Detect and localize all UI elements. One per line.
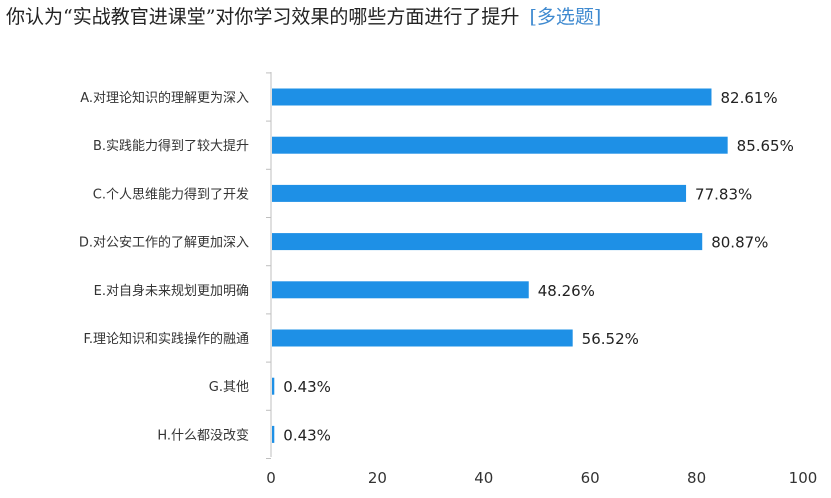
category-label: F.理论知识和实践操作的融通 <box>83 331 249 347</box>
value-label: 0.43% <box>283 426 331 444</box>
category-label: C.个人思维能力得到了开发 <box>93 186 249 202</box>
bar <box>272 377 275 395</box>
question-title: 你认为“实战教官进课堂”对你学习效果的哪些方面进行了提升 [多选题] <box>6 2 601 29</box>
value-label: 48.26% <box>538 282 595 300</box>
x-tick-label: 60 <box>581 469 600 487</box>
value-label: 85.65% <box>737 137 794 155</box>
value-label: 80.87% <box>711 234 768 252</box>
category-label: E.对自身未来规划更加明确 <box>94 283 249 299</box>
value-label: 77.83% <box>695 185 752 203</box>
value-label: 56.52% <box>582 330 639 348</box>
bar <box>272 233 703 251</box>
value-label: 0.43% <box>283 378 331 396</box>
bar <box>272 281 529 299</box>
question-type-tag: [多选题] <box>529 6 602 28</box>
bar <box>272 136 728 154</box>
x-tick-label: 100 <box>789 469 818 487</box>
x-tick-label: 20 <box>368 469 387 487</box>
value-label: 82.61% <box>720 89 777 107</box>
bar <box>272 425 275 443</box>
category-label: B.实践能力得到了较大提升 <box>93 138 249 154</box>
category-label: D.对公安工作的了解更加深入 <box>79 235 249 251</box>
x-tick-label: 80 <box>687 469 706 487</box>
bar <box>272 88 712 106</box>
category-label: H.什么都没改变 <box>157 427 249 443</box>
question-text: 你认为“实战教官进课堂”对你学习效果的哪些方面进行了提升 <box>6 6 520 28</box>
x-tick-label: 0 <box>266 469 276 487</box>
category-label: A.对理论知识的理解更为深入 <box>80 90 249 106</box>
bar <box>272 184 687 202</box>
x-tick-label: 40 <box>474 469 493 487</box>
bar <box>272 329 573 347</box>
category-label: G.其他 <box>209 380 249 395</box>
